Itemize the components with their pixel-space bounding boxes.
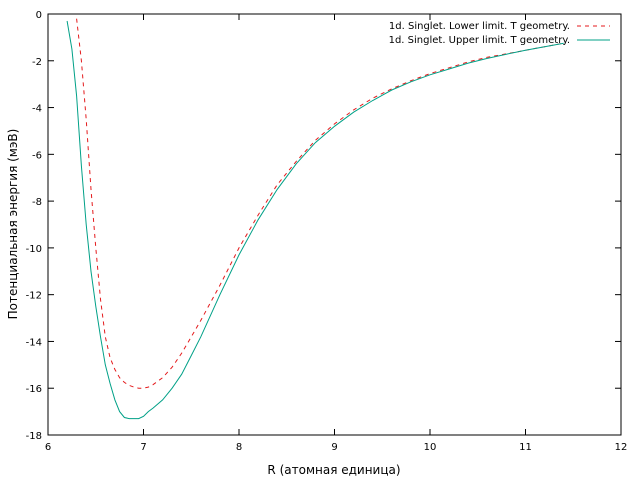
x-axis: 6 7 8 9 10 11 12 (45, 14, 628, 453)
x-tick-label: 8 (236, 442, 242, 453)
y-tick-label: 0 (36, 10, 42, 21)
y-tick-label: -4 (32, 104, 42, 115)
series-layer (66, 18, 564, 420)
y-axis-label: Потенциальная энергия (мэВ) (6, 129, 20, 320)
y-tick-label: -14 (26, 337, 42, 348)
legend: 1d. Singlet. Lower limit. T geometry. 1d.… (389, 21, 610, 46)
y-tick-label: -10 (26, 244, 42, 255)
y-axis: 0 -2 -4 -6 -8 -10 -12 -14 -16 -18 (26, 10, 621, 442)
legend-label-1: 1d. Singlet. Upper limit. T geometry. (389, 35, 570, 46)
x-tick-label: 6 (45, 442, 51, 453)
x-tick-label: 7 (140, 442, 146, 453)
legend-label-0: 1d. Singlet. Lower limit. T geometry. (389, 21, 570, 32)
y-tick-label: -12 (26, 291, 42, 302)
series-line-1 (66, 20, 564, 420)
plot-frame (47, 13, 622, 436)
y-tick-label: -18 (26, 431, 42, 442)
x-tick-label: 9 (331, 442, 337, 453)
y-tick-label: -2 (32, 57, 42, 68)
y-tick-label: -16 (26, 384, 42, 395)
x-tick-label: 11 (519, 442, 532, 453)
x-tick-label: 12 (615, 442, 628, 453)
x-axis-label: R (атомная единица) (267, 463, 400, 477)
x-tick-label: 10 (424, 442, 437, 453)
series-line-0 (76, 18, 564, 389)
y-tick-label: -8 (32, 197, 42, 208)
y-tick-label: -6 (32, 150, 42, 161)
